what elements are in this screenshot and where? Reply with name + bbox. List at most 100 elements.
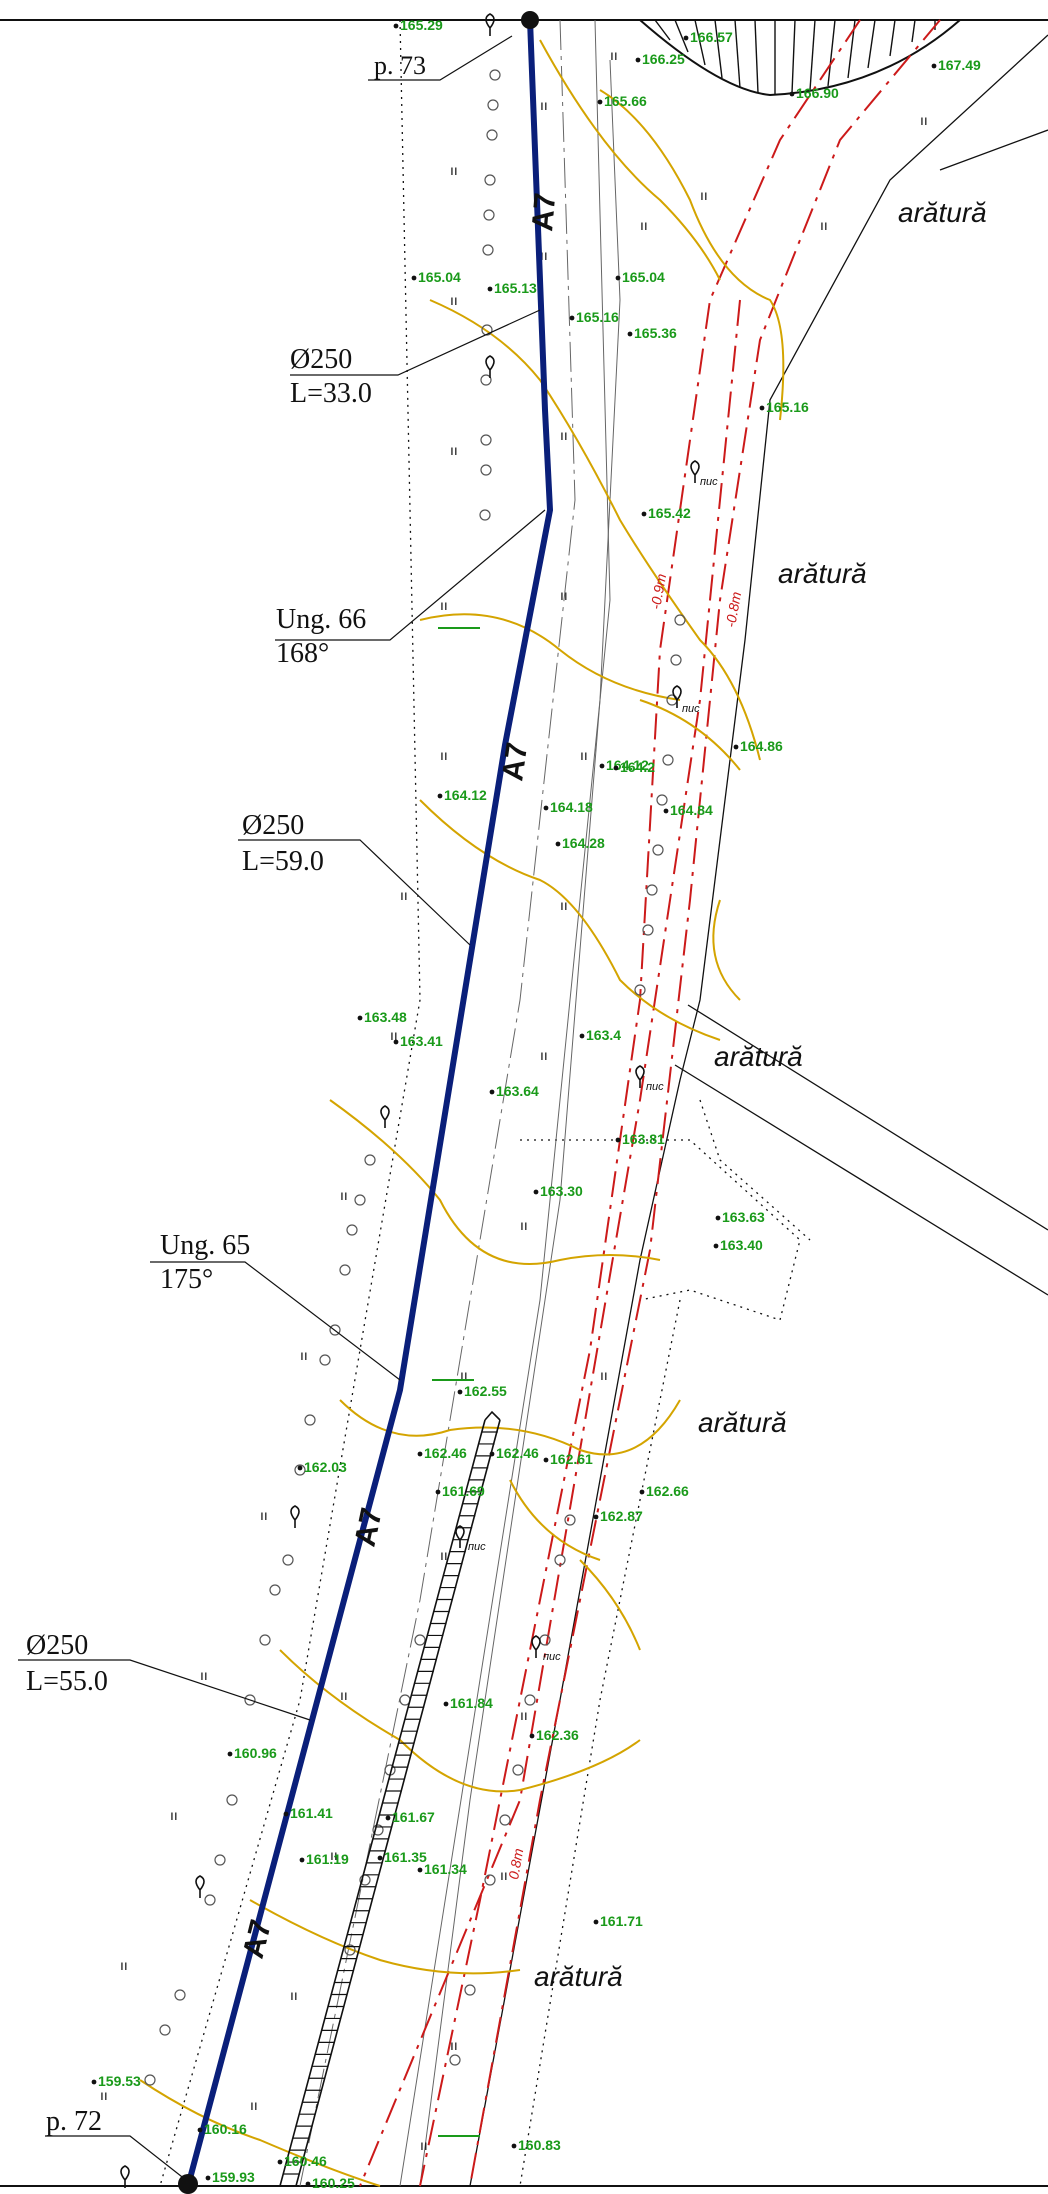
red-note-3: 0.8m xyxy=(505,1847,526,1881)
elevation-label: 165.16 xyxy=(766,399,809,415)
red-boundaries xyxy=(359,19,941,2187)
elevation-dot xyxy=(683,35,689,41)
elevation-label: 167.49 xyxy=(938,57,981,73)
elevation-dot xyxy=(305,2181,311,2187)
dotted-edges xyxy=(159,19,811,2187)
svg-text:пис: пис xyxy=(646,1081,664,1093)
elevation-label: 163.40 xyxy=(720,1237,763,1253)
elevation-label: 166.25 xyxy=(642,51,685,67)
svg-text:ıı: ıı xyxy=(450,2037,458,2053)
svg-text:ıı: ıı xyxy=(100,2087,108,2103)
elevation-label: 164.28 xyxy=(562,835,605,851)
svg-text:ıı: ıı xyxy=(610,47,618,63)
svg-text:ıı: ıı xyxy=(340,1687,348,1703)
elevation-dot xyxy=(91,2079,97,2085)
svg-text:Ø250: Ø250 xyxy=(242,810,304,841)
svg-text:пис: пис xyxy=(682,703,700,715)
elevation-label: 163.63 xyxy=(722,1209,765,1225)
elevation-label: 161.35 xyxy=(384,1849,427,1865)
elevation-dot xyxy=(733,744,739,750)
pipe-label-4: A7 xyxy=(237,1916,278,1961)
elevation-dot xyxy=(789,91,795,97)
svg-text:ıı: ıı xyxy=(560,587,568,603)
elevation-dot xyxy=(393,23,399,29)
svg-text:ıı: ıı xyxy=(250,2097,258,2113)
point-72-marker xyxy=(178,2174,198,2194)
elevation-dot xyxy=(543,805,549,811)
elevation-dot xyxy=(533,1189,539,1195)
land-use-label-5: arătură xyxy=(534,1961,623,1992)
field-boundaries xyxy=(469,34,1048,2187)
land-use-label-3: arătură xyxy=(714,1041,803,1072)
elevation-dot xyxy=(555,841,561,847)
elevation-dot xyxy=(713,1243,719,1249)
elevation-dot xyxy=(357,1015,363,1021)
svg-text:ıı: ıı xyxy=(560,427,568,443)
road-lines xyxy=(299,19,621,2187)
svg-text:пис: пис xyxy=(468,1541,486,1553)
svg-text:ıı: ıı xyxy=(420,2137,428,2153)
svg-text:Ung. 65: Ung. 65 xyxy=(160,1230,250,1261)
land-use-label-1: arătură xyxy=(898,197,987,228)
svg-text:пис: пис xyxy=(543,1651,561,1663)
segment-label-1: Ø250 L=33.0 xyxy=(290,344,372,409)
elevation-label: 162.66 xyxy=(646,1483,689,1499)
elevation-dot xyxy=(437,793,443,799)
elevation-label: 165.04 xyxy=(418,269,461,285)
svg-text:ıı: ıı xyxy=(440,1547,448,1563)
pipe-label-1: A7 xyxy=(526,192,562,233)
elevation-label: 161.84 xyxy=(450,1695,493,1711)
svg-text:Ung. 66: Ung. 66 xyxy=(276,604,366,635)
elevation-dot xyxy=(597,99,603,105)
svg-text:ıı: ıı xyxy=(170,1807,178,1823)
contour-lines xyxy=(139,39,785,2187)
elevation-label: 166.57 xyxy=(690,29,733,45)
elevation-dot xyxy=(599,763,605,769)
elevation-label: 162.87 xyxy=(600,1508,643,1524)
elevation-dot xyxy=(385,1815,391,1821)
elevation-dot xyxy=(529,1733,535,1739)
elevation-label: 162.03 xyxy=(304,1459,347,1475)
land-use-label-2: arătură xyxy=(778,558,867,589)
elevation-dot xyxy=(277,2159,283,2165)
elevation-label: 161.19 xyxy=(306,1851,349,1867)
elevation-label: 163.48 xyxy=(364,1009,407,1025)
angle-label-66: Ung. 66 168° xyxy=(276,604,366,669)
elevation-dot xyxy=(663,808,669,814)
elevation-dot xyxy=(205,2175,211,2181)
elevation-label: 163.64 xyxy=(496,1083,539,1099)
elevation-dot xyxy=(615,1137,621,1143)
svg-text:ıı: ıı xyxy=(400,887,408,903)
elevation-dot xyxy=(931,63,937,69)
svg-text:ıı: ıı xyxy=(340,1187,348,1203)
red-note-1: -0.9m xyxy=(647,572,669,610)
svg-text:ıı: ıı xyxy=(540,1047,548,1063)
elevation-label: 161.34 xyxy=(424,1861,467,1877)
elevation-dot xyxy=(417,1451,423,1457)
elevation-dot xyxy=(715,1215,721,1221)
elevation-label: 164.18 xyxy=(550,799,593,815)
svg-text:168°: 168° xyxy=(276,638,329,669)
elevation-label: 161.67 xyxy=(392,1809,435,1825)
svg-text:175°: 175° xyxy=(160,1264,213,1295)
elevation-label: 162.46 xyxy=(424,1445,467,1461)
elevation-dot xyxy=(615,275,621,281)
elevation-label: 164.86 xyxy=(740,738,783,754)
elevation-label: 165.16 xyxy=(576,309,619,325)
elevation-label: 162.55 xyxy=(464,1383,507,1399)
svg-text:ıı: ıı xyxy=(560,897,568,913)
svg-text:ıı: ıı xyxy=(580,747,588,763)
svg-text:ıı: ıı xyxy=(700,187,708,203)
elevation-label: 165.66 xyxy=(604,93,647,109)
elevation-label: 163.30 xyxy=(540,1183,583,1199)
elevation-label: 164.2 xyxy=(620,759,655,775)
elevation-dot xyxy=(511,2143,517,2149)
svg-text:ıı: ıı xyxy=(500,1867,508,1883)
red-note-2: -0.8m xyxy=(722,590,744,628)
elevation-dot xyxy=(299,1857,305,1863)
elevation-label: 163.41 xyxy=(400,1033,443,1049)
svg-text:пис: пис xyxy=(700,476,718,488)
point-label-end: p. 72 xyxy=(46,2106,102,2137)
elevation-dot xyxy=(227,1751,233,1757)
